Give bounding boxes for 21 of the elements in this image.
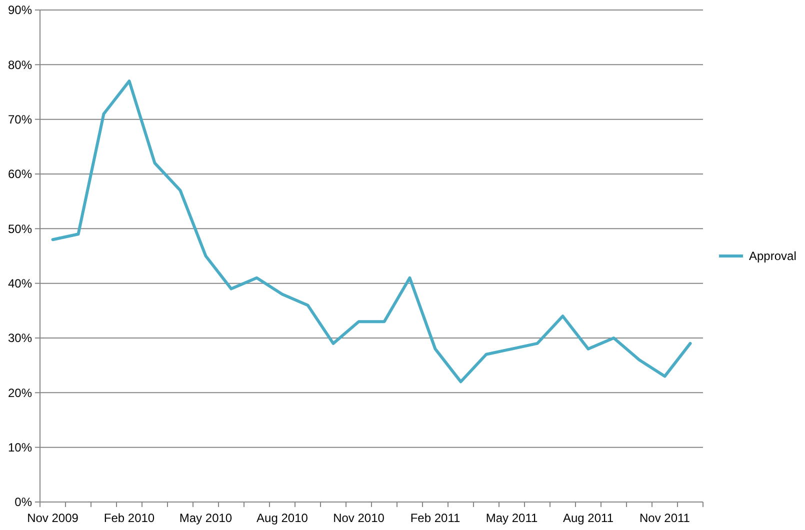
- y-tick-label: 20%: [8, 386, 32, 400]
- y-tick-label: 80%: [8, 58, 32, 72]
- y-tick-label: 0%: [14, 495, 32, 510]
- x-tick-label: Nov 2011: [640, 511, 690, 525]
- y-tick-label: 90%: [8, 3, 32, 18]
- y-tick-label: 60%: [8, 167, 32, 182]
- line-series: [51, 80, 692, 384]
- x-tick-label: May 2010: [179, 511, 232, 525]
- x-tick-label: Nov 2009: [27, 511, 79, 525]
- y-tick-label: 10%: [8, 440, 32, 455]
- x-tick-label: May 2011: [486, 511, 538, 525]
- y-tick-label: 50%: [8, 222, 32, 236]
- y-tick-label: 70%: [8, 112, 32, 127]
- y-tick-label: 30%: [8, 331, 32, 346]
- x-tick-label: Aug 2011: [563, 511, 614, 525]
- legend-label: Approval: [749, 249, 796, 264]
- x-tick-label: Feb 2010: [104, 511, 155, 525]
- x-tick-label: Nov 2010: [333, 511, 385, 525]
- y-tick-label: 40%: [8, 276, 32, 291]
- x-tick-label: Feb 2011: [410, 511, 460, 525]
- x-tick-label: Aug 2010: [256, 511, 308, 525]
